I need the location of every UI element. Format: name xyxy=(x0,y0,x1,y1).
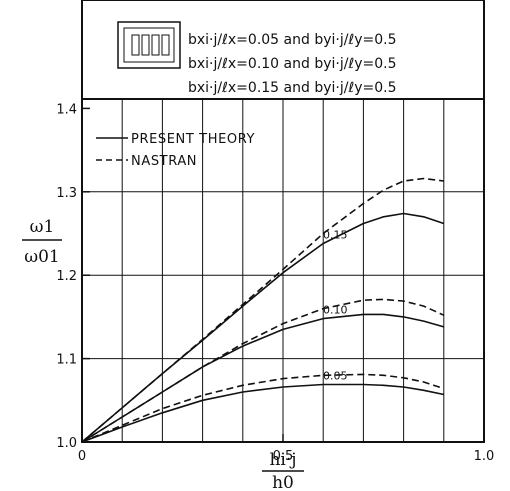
series-label-2: 0.10 xyxy=(323,304,348,317)
series-labels: 0.15 0.10 0.05 xyxy=(323,229,348,383)
y-tick-label-1: 1.1 xyxy=(56,353,77,368)
x-tick-label-2: 1.0 xyxy=(474,449,495,464)
y-tick-label-2: 1.2 xyxy=(56,269,77,284)
x-tick-label-0: 0 xyxy=(78,449,86,464)
series-line-0-solid xyxy=(81,212,445,443)
grid xyxy=(82,99,484,442)
series-line-4-solid xyxy=(81,383,444,443)
x-axis-label-denominator: h0 xyxy=(272,473,294,491)
series-label-0: 0.15 xyxy=(323,229,348,242)
y-axis-label-numerator: ω1 xyxy=(30,217,55,237)
legend-label-present-theory: PRESENT THEORY xyxy=(131,132,255,147)
y-tick-label-4: 1.4 xyxy=(56,102,77,117)
y-tick-label-0: 1.0 xyxy=(56,436,77,451)
series-line-5-dashed xyxy=(81,373,445,443)
plate-stiffener-icon xyxy=(117,21,181,69)
ticks: 1.0 1.1 1.2 1.3 1.4 0 0.5 1.0 xyxy=(56,102,494,464)
series-line-2-solid xyxy=(81,313,445,443)
y-axis-label: ω1 ω01 xyxy=(22,217,62,267)
series-line-1-dashed xyxy=(81,177,444,443)
x-tick-label-1: 0.5 xyxy=(273,449,294,464)
x-axis-label: hi·j h0 xyxy=(262,450,304,491)
x-axis-label-numerator: hi·j xyxy=(269,450,296,470)
annotation-line-3: bxi·j/ℓx=0.15 and byi·j/ℓy=0.5 xyxy=(188,80,397,96)
y-axis-label-denominator: ω01 xyxy=(24,247,60,267)
series-line-3-dashed xyxy=(81,298,445,443)
y-tick-label-3: 1.3 xyxy=(56,186,77,201)
series-group xyxy=(81,177,445,443)
legend-label-nastran: NASTRAN xyxy=(131,154,197,169)
legend: PRESENT THEORY NASTRAN xyxy=(96,132,255,169)
annotation-line-2: bxi·j/ℓx=0.10 and byi·j/ℓy=0.5 xyxy=(188,56,397,72)
annotation-line-1: bxi·j/ℓx=0.05 and byi·j/ℓy=0.5 xyxy=(188,32,397,48)
series-label-4: 0.05 xyxy=(323,369,348,382)
